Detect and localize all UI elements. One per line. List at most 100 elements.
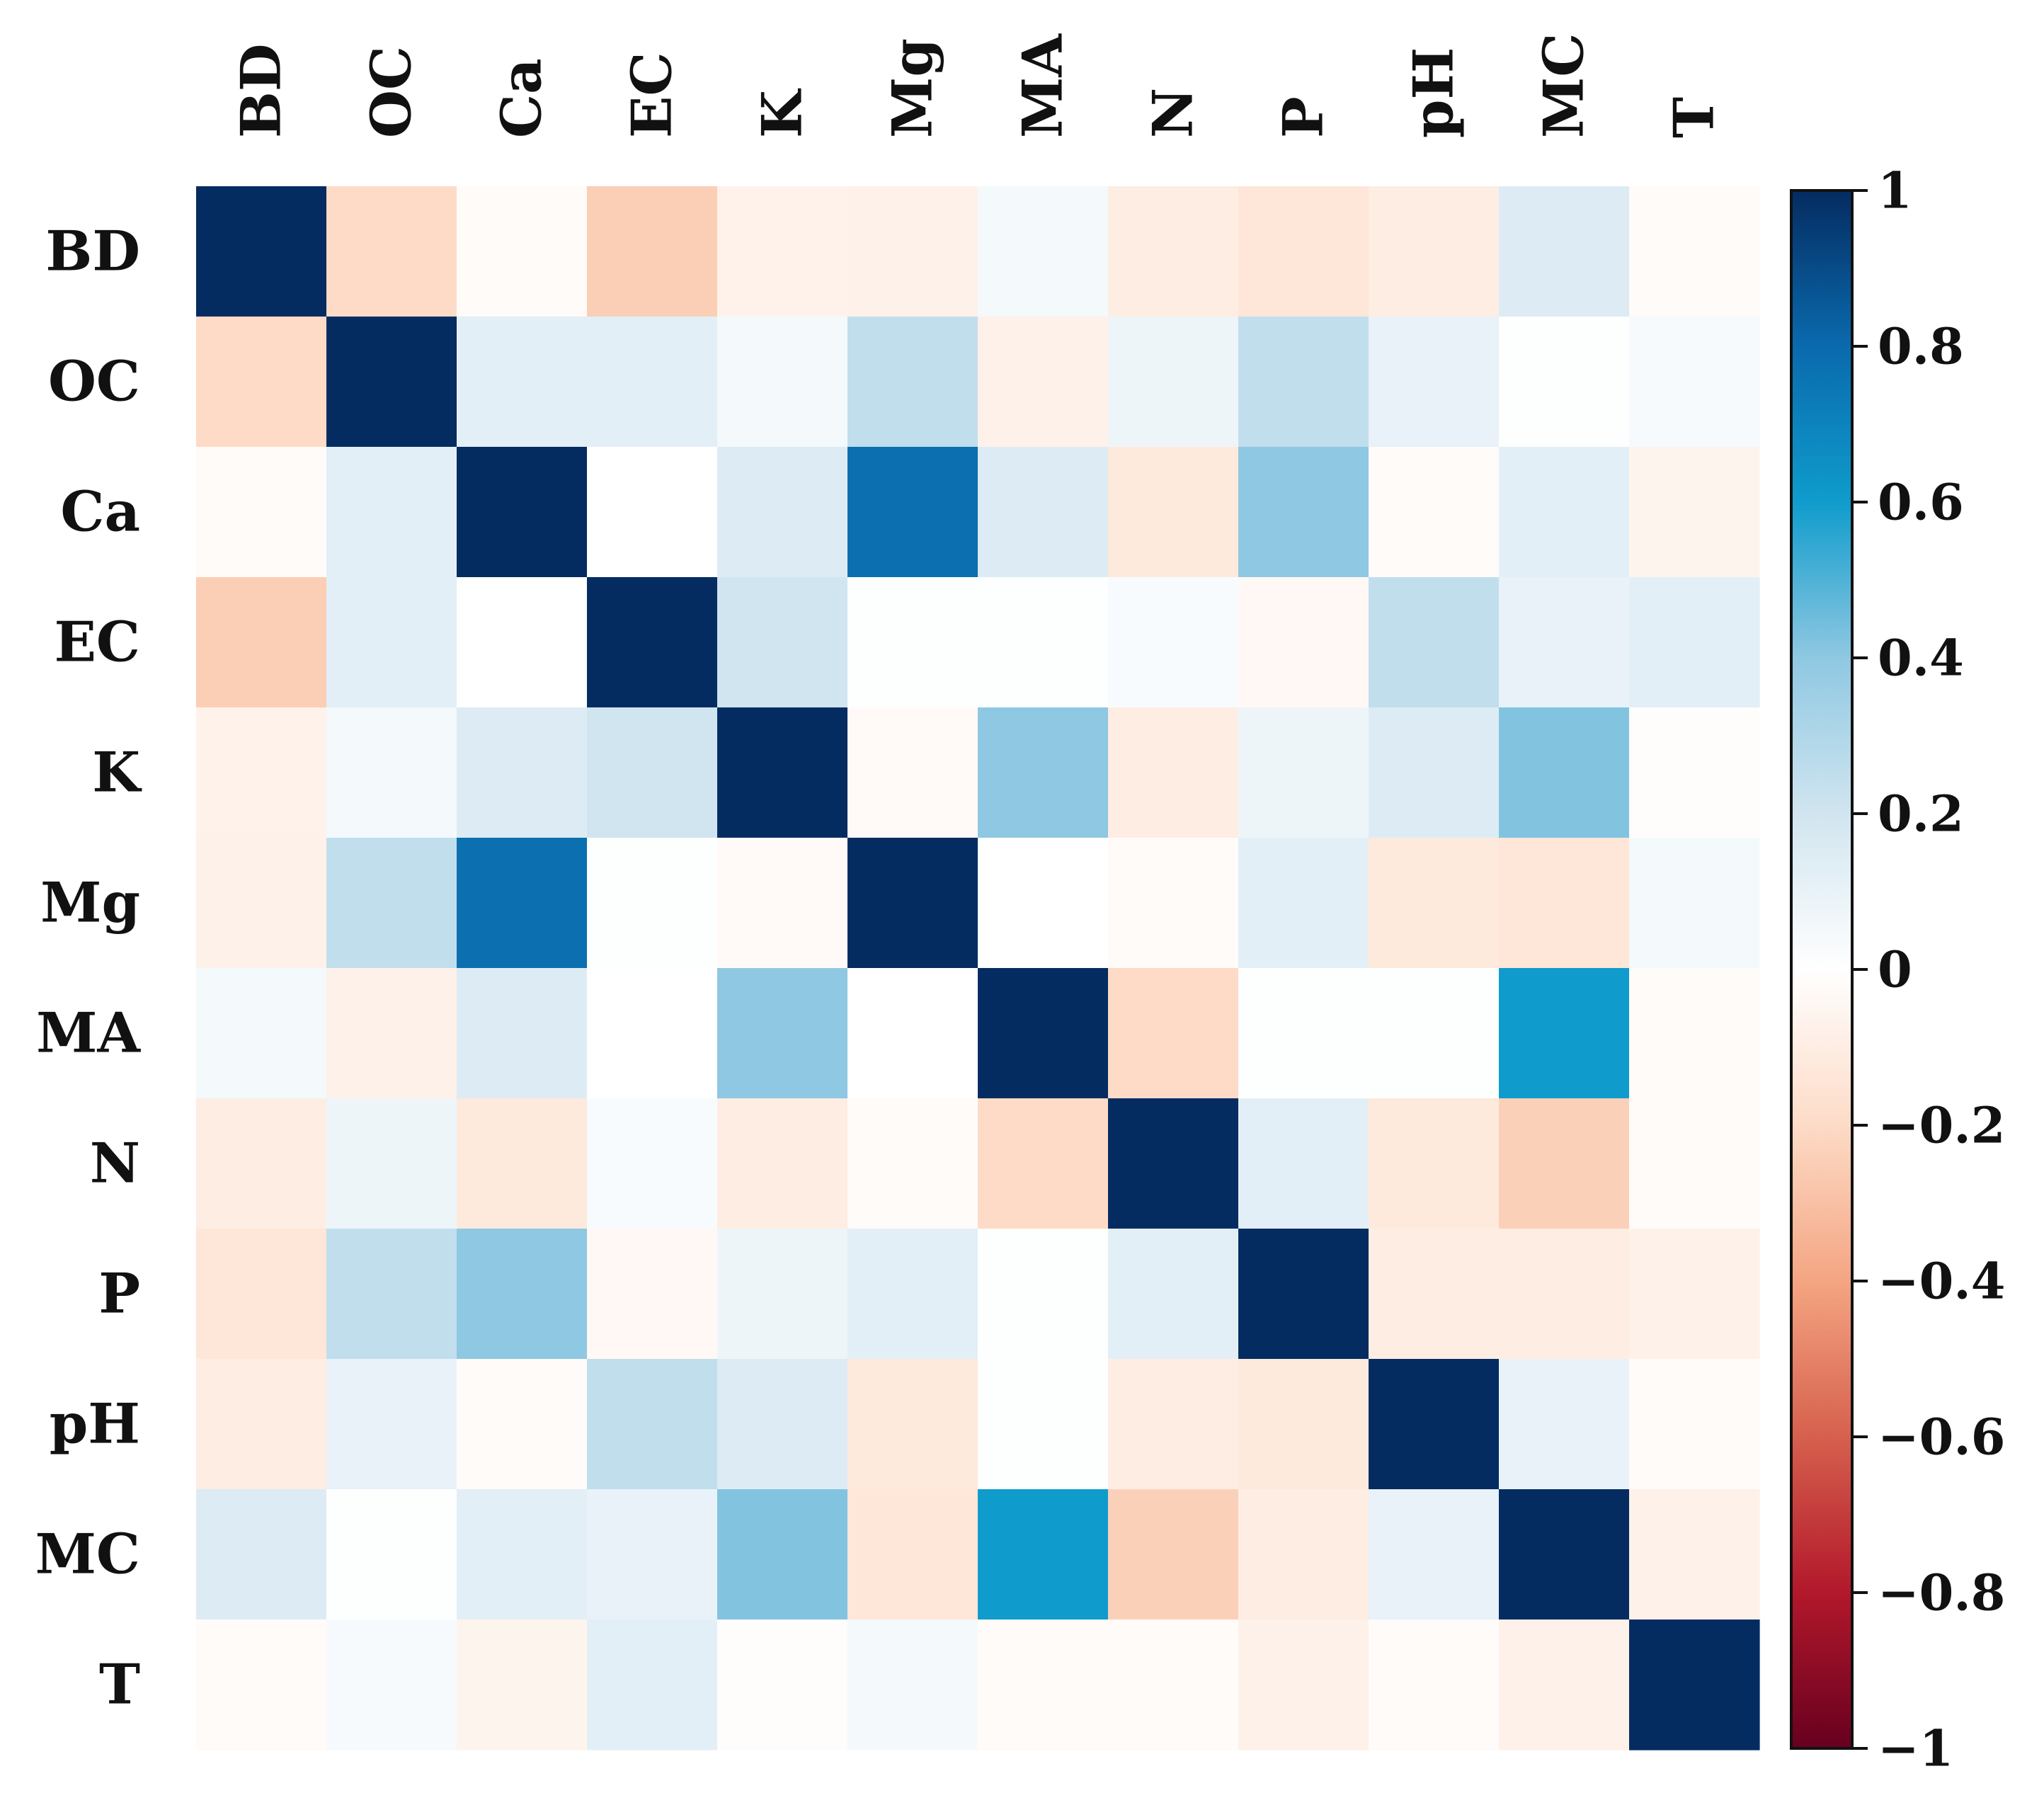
heatmap-cells <box>196 186 1760 1751</box>
heatmap-cell-K-N <box>1108 707 1239 838</box>
heatmap-cell-MC-P <box>1238 1489 1369 1620</box>
heatmap-cell-Mg-Ca <box>457 838 588 969</box>
heatmap-cell-T-T <box>1629 1620 1760 1751</box>
heatmap-cell-Mg-OC <box>326 838 457 969</box>
heatmap-cell-EC-Mg <box>847 577 978 708</box>
heatmap-cell-Ca-BD <box>196 447 327 578</box>
heatmap-cell-OC-MC <box>1499 317 1630 448</box>
heatmap-cell-P-P <box>1238 1229 1369 1360</box>
heatmap-cell-EC-K <box>717 577 848 708</box>
heatmap-cell-Mg-EC <box>587 838 718 969</box>
column-label-T: T <box>1662 97 1727 138</box>
heatmap-cell-pH-BD <box>196 1359 327 1490</box>
row-label-MC: MC <box>35 1522 140 1587</box>
heatmap-cell-MC-MC <box>1499 1489 1630 1620</box>
heatmap-cell-BD-P <box>1238 186 1369 317</box>
heatmap-cell-T-pH <box>1369 1620 1500 1751</box>
heatmap-cell-MC-Ca <box>457 1489 588 1620</box>
heatmap-cell-EC-EC <box>587 577 718 708</box>
column-label-K: K <box>750 88 815 138</box>
heatmap-cell-Ca-Mg <box>847 447 978 578</box>
colorbar-tick-label-5: 0 <box>1878 940 1912 999</box>
column-label-P: P <box>1272 96 1336 138</box>
heatmap-cell-MC-EC <box>587 1489 718 1620</box>
heatmap-cell-MA-pH <box>1369 968 1500 1099</box>
heatmap-cell-T-P <box>1238 1620 1369 1751</box>
heatmap-cell-K-T <box>1629 707 1760 838</box>
heatmap-cell-MA-P <box>1238 968 1369 1099</box>
heatmap-cell-Mg-K <box>717 838 848 969</box>
heatmap-cell-pH-EC <box>587 1359 718 1490</box>
column-label-MA: MA <box>1011 33 1075 138</box>
heatmap-cell-P-OC <box>326 1229 457 1360</box>
heatmap-cell-Ca-MC <box>1499 447 1630 578</box>
column-label-Ca: Ca <box>490 58 554 138</box>
heatmap-cell-pH-OC <box>326 1359 457 1490</box>
heatmap-cell-Ca-N <box>1108 447 1239 578</box>
heatmap-cell-MA-BD <box>196 968 327 1099</box>
colorbar-tick-label-8: −0.6 <box>1878 1408 2005 1467</box>
heatmap-cell-MC-BD <box>196 1489 327 1620</box>
heatmap-cell-Ca-Ca <box>457 447 588 578</box>
heatmap-cell-Mg-P <box>1238 838 1369 969</box>
heatmap-cell-K-Ca <box>457 707 588 838</box>
heatmap-cell-P-EC <box>587 1229 718 1360</box>
heatmap-cell-K-K <box>717 707 848 838</box>
heatmap-cell-Mg-pH <box>1369 838 1500 969</box>
heatmap-cell-N-N <box>1108 1098 1239 1229</box>
colorbar-tick-label-9: −0.8 <box>1878 1564 2005 1622</box>
row-label-N: N <box>90 1132 140 1196</box>
heatmap-cell-T-MA <box>978 1620 1109 1751</box>
heatmap-cell-N-MC <box>1499 1098 1630 1229</box>
heatmap-cell-MC-pH <box>1369 1489 1500 1620</box>
heatmap-cell-OC-T <box>1629 317 1760 448</box>
heatmap-cell-MA-Ca <box>457 968 588 1099</box>
column-label-OC: OC <box>360 46 424 138</box>
heatmap-cell-Ca-MA <box>978 447 1109 578</box>
heatmap-cell-BD-K <box>717 186 848 317</box>
column-label-Mg: Mg <box>881 38 945 138</box>
heatmap-cell-OC-K <box>717 317 848 448</box>
heatmap-cell-N-T <box>1629 1098 1760 1229</box>
heatmap-cell-Ca-pH <box>1369 447 1500 578</box>
heatmap-cell-K-OC <box>326 707 457 838</box>
row-label-Ca: Ca <box>60 480 140 545</box>
heatmap-cell-OC-OC <box>326 317 457 448</box>
column-label-BD: BD <box>229 43 294 138</box>
heatmap-cell-K-MA <box>978 707 1109 838</box>
heatmap-cell-OC-BD <box>196 317 327 448</box>
heatmap-cell-EC-T <box>1629 577 1760 708</box>
heatmap-cell-MC-T <box>1629 1489 1760 1620</box>
heatmap-cell-MA-MA <box>978 968 1109 1099</box>
heatmap-cell-N-P <box>1238 1098 1369 1229</box>
heatmap-cell-Ca-OC <box>326 447 457 578</box>
column-label-N: N <box>1141 88 1206 138</box>
heatmap-cell-Mg-MA <box>978 838 1109 969</box>
heatmap-cell-EC-BD <box>196 577 327 708</box>
row-label-pH: pH <box>50 1392 140 1457</box>
heatmap-cell-P-Ca <box>457 1229 588 1360</box>
row-label-Mg: Mg <box>40 871 140 935</box>
heatmap-cell-MA-K <box>717 968 848 1099</box>
row-label-T: T <box>99 1653 140 1717</box>
row-label-OC: OC <box>48 350 140 414</box>
colorbar-tick-label-6: −0.2 <box>1878 1096 2005 1155</box>
heatmap-cell-MA-T <box>1629 968 1760 1099</box>
heatmap-cell-Ca-T <box>1629 447 1760 578</box>
heatmap-cell-EC-MA <box>978 577 1109 708</box>
heatmap-cell-N-Mg <box>847 1098 978 1229</box>
column-label-MC: MC <box>1532 33 1597 138</box>
heatmap-cell-pH-Mg <box>847 1359 978 1490</box>
heatmap-cell-Ca-P <box>1238 447 1369 578</box>
heatmap-cell-BD-N <box>1108 186 1239 317</box>
heatmap-cell-P-K <box>717 1229 848 1360</box>
heatmap-cell-EC-N <box>1108 577 1239 708</box>
heatmap-cell-BD-OC <box>326 186 457 317</box>
heatmap-cell-pH-P <box>1238 1359 1369 1490</box>
heatmap-cell-pH-T <box>1629 1359 1760 1490</box>
heatmap-cell-pH-Ca <box>457 1359 588 1490</box>
heatmap-cell-EC-pH <box>1369 577 1500 708</box>
heatmap-cell-N-BD <box>196 1098 327 1229</box>
heatmap-cell-Ca-K <box>717 447 848 578</box>
